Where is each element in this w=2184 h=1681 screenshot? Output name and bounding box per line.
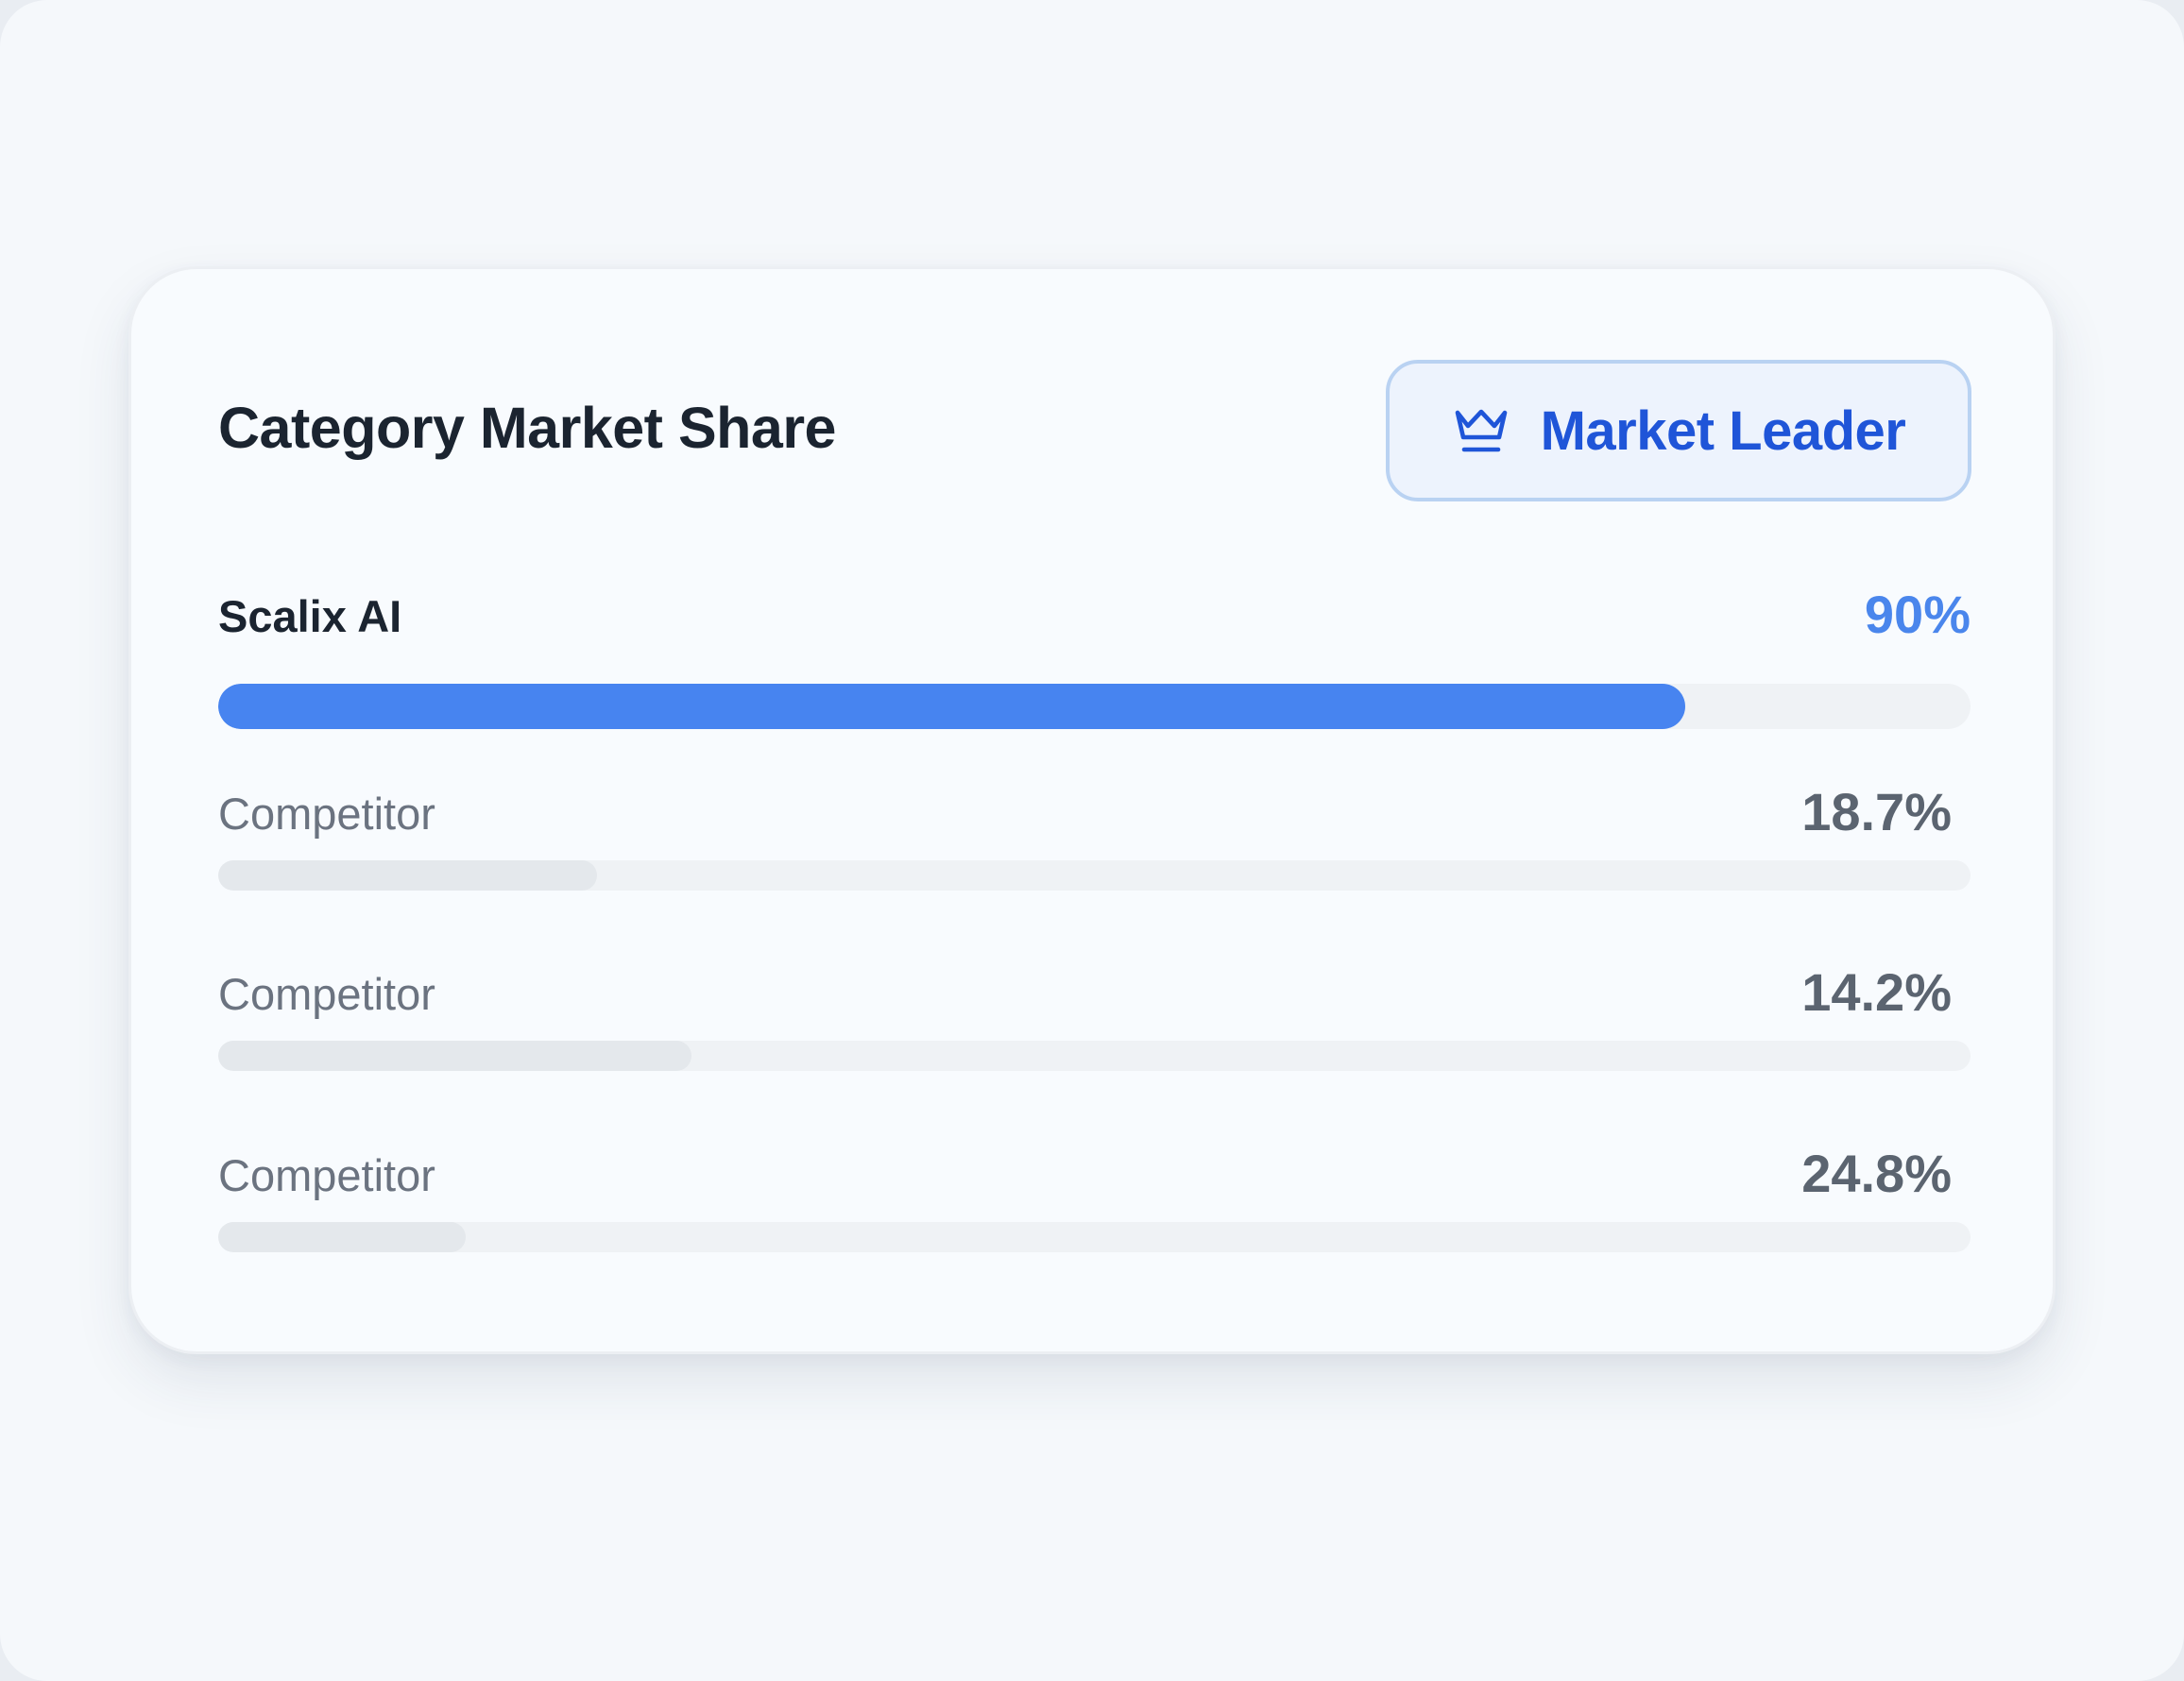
market-leader-label: Market Leader bbox=[1540, 399, 1906, 462]
share-row-scalix-ai: Scalix AI 90% bbox=[218, 588, 1971, 731]
share-progress-fill bbox=[218, 684, 1685, 729]
card-title: Category Market Share bbox=[218, 396, 836, 460]
share-row-value: 18.7% bbox=[1801, 782, 1952, 841]
market-share-card: Category Market Share Market Leader Scal… bbox=[128, 266, 2056, 1354]
share-progress-fill bbox=[218, 1041, 691, 1071]
share-row-competitor-1: Competitor 18.7% bbox=[218, 786, 1971, 895]
share-progress-track bbox=[218, 1041, 1971, 1071]
share-row-value: 24.8% bbox=[1801, 1144, 1952, 1203]
share-row-label: Scalix AI bbox=[218, 591, 402, 641]
share-row-value: 90% bbox=[1864, 585, 1971, 644]
share-progress-fill bbox=[218, 860, 597, 891]
crown-icon bbox=[1455, 409, 1507, 452]
share-row-competitor-2: Competitor 14.2% bbox=[218, 966, 1971, 1076]
market-leader-badge[interactable]: Market Leader bbox=[1386, 360, 1971, 501]
share-progress-fill bbox=[218, 1222, 466, 1252]
share-row-label: Competitor bbox=[218, 789, 435, 839]
share-row-label: Competitor bbox=[218, 969, 435, 1019]
share-row-label: Competitor bbox=[218, 1150, 435, 1200]
share-row-competitor-3: Competitor 24.8% bbox=[218, 1147, 1971, 1257]
share-row-value: 14.2% bbox=[1801, 962, 1952, 1022]
share-progress-track bbox=[218, 684, 1971, 729]
share-progress-track bbox=[218, 860, 1971, 891]
share-progress-track bbox=[218, 1222, 1971, 1252]
